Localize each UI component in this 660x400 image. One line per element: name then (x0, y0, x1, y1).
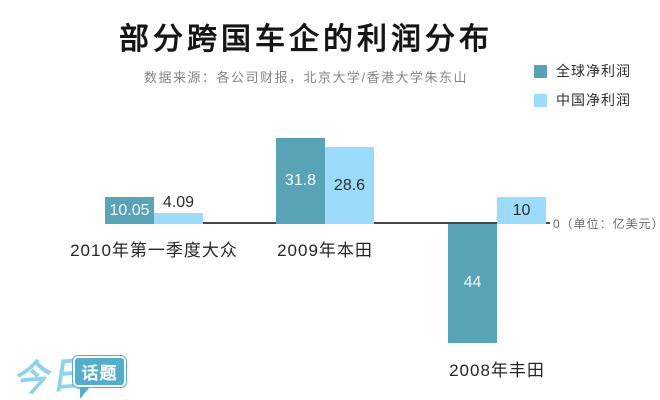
bar-global-2 (448, 224, 497, 343)
bar-china-1 (325, 146, 374, 224)
value-label-china-1: 28.6 (333, 176, 366, 194)
data-source-note: 数据来源：各公司财报，北京大学/香港大学朱东山 (143, 70, 469, 85)
legend: 全球净利润中国净利润 (534, 62, 631, 120)
legend-item-1: 中国净利润 (534, 91, 631, 109)
legend-swatch-icon (534, 64, 547, 78)
legend-item-0: 全球净利润 (534, 62, 631, 80)
bar-global-1 (276, 138, 325, 224)
bar-china-0 (154, 212, 203, 224)
category-label-0: 2010年第一季度大众 (70, 241, 238, 260)
value-label-global-0: 10.05 (109, 201, 150, 219)
value-label-china-0: 4.09 (162, 193, 195, 211)
axis-unit-label: 0（单位：亿美元） (553, 217, 660, 231)
legend-swatch-icon (534, 93, 547, 107)
logo-bubble-text: 话题 (81, 364, 118, 383)
bar-china-2 (497, 197, 546, 224)
value-label-global-2: 44 (463, 274, 482, 291)
value-label-global-1: 31.8 (284, 172, 317, 190)
bar-global-0 (105, 196, 154, 224)
header: 部分跨国车企的利润分布 数据来源：各公司财报，北京大学/香港大学朱东山 (0, 14, 612, 86)
page-title: 部分跨国车企的利润分布 (119, 23, 493, 56)
legend-label: 全球净利润 (556, 63, 631, 79)
category-label-1: 2009年本田 (277, 241, 373, 260)
logo-speech-bubble-tail (80, 388, 89, 399)
value-label-china-2: 10 (512, 202, 531, 219)
logo-speech-bubble: 话题 (73, 356, 126, 387)
legend-label: 中国净利润 (556, 92, 631, 108)
category-label-2: 2008年丰田 (449, 360, 545, 380)
